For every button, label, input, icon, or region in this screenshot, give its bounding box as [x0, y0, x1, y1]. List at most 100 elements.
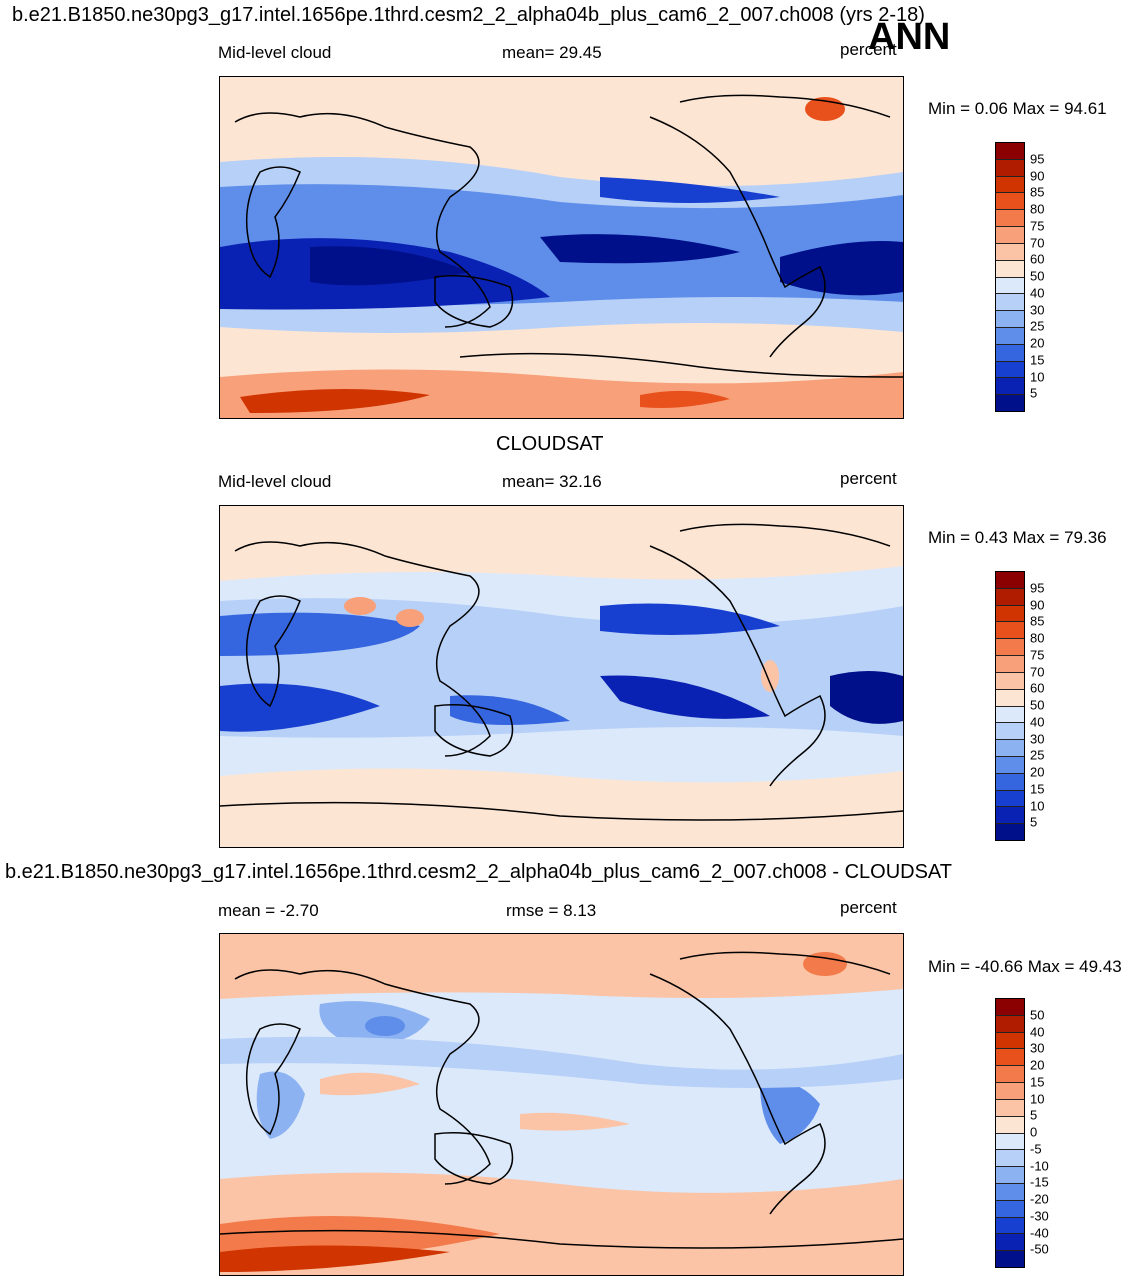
colorbar-tick-label: 75 — [1030, 218, 1045, 234]
colorbar-swatch — [996, 1115, 1024, 1133]
colorbar-swatch — [996, 1098, 1024, 1116]
colorbar-swatch — [996, 1065, 1024, 1083]
colorbar-swatch — [996, 326, 1024, 344]
colorbar-tick-label: 5 — [1030, 1107, 1038, 1123]
colorbar-tick-label: 25 — [1030, 318, 1045, 334]
panel3-colorbar — [995, 998, 1025, 1268]
colorbar-swatch — [996, 310, 1024, 327]
colorbar-tick-label: 15 — [1030, 781, 1045, 797]
panel3-mean-label: mean = -2.70 — [218, 901, 319, 920]
panel2-header: CLOUDSAT — [496, 433, 604, 455]
colorbar-swatch — [996, 655, 1024, 672]
colorbar-tick-label: 10 — [1030, 1091, 1045, 1106]
colorbar-swatch — [996, 1166, 1024, 1183]
colorbar-swatch — [996, 621, 1024, 639]
colorbar-swatch — [996, 242, 1024, 260]
colorbar-tick-label: 85 — [1030, 184, 1045, 200]
colorbar-tick-label: -20 — [1030, 1191, 1049, 1207]
colorbar-tick-label: 50 — [1030, 697, 1045, 713]
colorbar-tick-label: -15 — [1030, 1174, 1049, 1190]
colorbar-swatch — [996, 1199, 1024, 1217]
panel3-colorbar-ticks: 50 40 30 20 15 10 5 0 -5 -10 -15 -20 -30 -40 -50 — [1030, 998, 1090, 1266]
colorbar-swatch — [996, 789, 1024, 807]
colorbar-swatch — [996, 1233, 1024, 1251]
colorbar-swatch — [996, 722, 1024, 740]
panel2-colorbar — [995, 571, 1025, 841]
panel3-minmax: Min = -40.66 Max = 49.43 — [928, 957, 1122, 976]
colorbar-tick-label: 25 — [1030, 747, 1045, 763]
colorbar-tick-label: 20 — [1030, 764, 1045, 780]
colorbar-tick-label: 30 — [1030, 731, 1045, 746]
colorbar-swatch — [996, 806, 1024, 824]
panel1-mean-label: mean= 29.45 — [502, 43, 602, 62]
season-label: ANN — [868, 16, 951, 58]
colorbar-tick-label: 20 — [1030, 1057, 1045, 1073]
panel3-units-label: percent — [840, 898, 897, 917]
colorbar-tick-label: 80 — [1030, 201, 1045, 217]
colorbar-swatch — [996, 143, 1024, 159]
panel1-colorbar-ticks: 95 90 85 80 75 70 60 50 40 30 25 20 15 10 5 — [1030, 142, 1090, 410]
colorbar-tick-label: 75 — [1030, 647, 1045, 663]
colorbar-swatch — [996, 688, 1024, 706]
panel1-units-label: percent — [840, 40, 897, 59]
colorbar-swatch — [996, 772, 1024, 790]
figure-title: b.e21.B1850.ne30pg3_g17.intel.1656pe.1th… — [12, 4, 925, 26]
colorbar-tick-label: 90 — [1030, 168, 1045, 183]
colorbar-swatch — [996, 1182, 1024, 1200]
panel1-minmax: Min = 0.06 Max = 94.61 — [928, 99, 1107, 118]
colorbar-tick-label: 40 — [1030, 714, 1045, 730]
colorbar-swatch — [996, 705, 1024, 723]
colorbar-tick-label: 40 — [1030, 285, 1045, 301]
colorbar-swatch — [996, 1031, 1024, 1049]
panel3-rmse-label: rmse = 8.13 — [506, 901, 597, 920]
colorbar-swatch — [996, 226, 1024, 243]
colorbar-swatch — [996, 276, 1024, 294]
panel1-variable-label: Mid-level cloud — [218, 43, 332, 62]
colorbar-tick-label: 60 — [1030, 251, 1045, 267]
colorbar-tick-label: -40 — [1030, 1225, 1049, 1240]
colorbar-swatch — [996, 1048, 1024, 1066]
panel2-colorbar-ticks: 95 90 85 80 75 70 60 50 40 30 25 20 15 10 5 — [1030, 571, 1090, 839]
colorbar-tick-label: 10 — [1030, 369, 1045, 384]
panel2-variable-label: Mid-level cloud — [218, 472, 332, 491]
colorbar-tick-label: 30 — [1030, 1040, 1045, 1056]
colorbar-swatch — [996, 1082, 1024, 1099]
panel3-map — [219, 933, 904, 1276]
colorbar-tick-label: 90 — [1030, 597, 1045, 612]
colorbar-tick-label: 40 — [1030, 1024, 1045, 1039]
colorbar-tick-label: 15 — [1030, 352, 1045, 368]
colorbar-swatch — [996, 1149, 1024, 1167]
colorbar-swatch — [996, 755, 1024, 773]
colorbar-swatch — [996, 209, 1024, 227]
colorbar-swatch — [996, 999, 1024, 1015]
colorbar-swatch — [996, 587, 1024, 605]
colorbar-tick-label: 85 — [1030, 613, 1045, 629]
colorbar-tick-label: -30 — [1030, 1208, 1049, 1224]
colorbar-swatch — [996, 1216, 1024, 1234]
colorbar-tick-label: 50 — [1030, 1007, 1045, 1023]
panel3-header: b.e21.B1850.ne30pg3_g17.intel.1656pe.1th… — [5, 861, 952, 883]
panel1-colorbar — [995, 142, 1025, 412]
colorbar-swatch — [996, 259, 1024, 277]
colorbar-swatch — [996, 671, 1024, 689]
colorbar-swatch — [996, 1132, 1024, 1150]
colorbar-tick-label: 50 — [1030, 268, 1045, 284]
panel2-units-label: percent — [840, 469, 897, 488]
colorbar-tick-label: 5 — [1030, 814, 1038, 830]
colorbar-swatch — [996, 604, 1024, 622]
colorbar-swatch — [996, 1250, 1024, 1267]
colorbar-swatch — [996, 394, 1024, 411]
colorbar-tick-label: 95 — [1030, 580, 1045, 596]
panel1-map — [219, 76, 904, 419]
colorbar-tick-label: 80 — [1030, 630, 1045, 646]
colorbar-swatch — [996, 638, 1024, 656]
colorbar-tick-label: 0 — [1030, 1124, 1038, 1140]
colorbar-tick-label: 70 — [1030, 235, 1045, 250]
colorbar-tick-label: 15 — [1030, 1074, 1045, 1090]
colorbar-swatch — [996, 293, 1024, 311]
colorbar-tick-label: 30 — [1030, 302, 1045, 317]
colorbar-tick-label: 95 — [1030, 151, 1045, 167]
panel2-minmax: Min = 0.43 Max = 79.36 — [928, 528, 1107, 547]
panel2-mean-label: mean= 32.16 — [502, 472, 602, 491]
colorbar-swatch — [996, 572, 1024, 588]
